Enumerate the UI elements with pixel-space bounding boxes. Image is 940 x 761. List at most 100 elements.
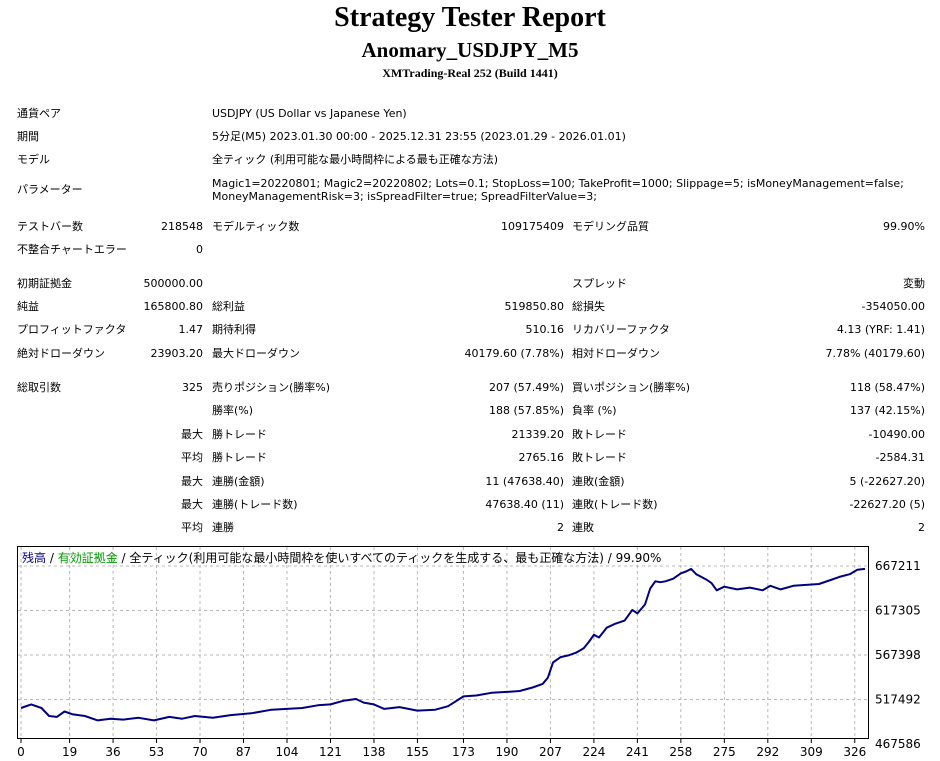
x-tick-label: 207 <box>539 745 562 759</box>
x-tick-label: 53 <box>149 745 164 759</box>
legend-sep-2: / <box>118 551 130 565</box>
max-cons-losses-label: 連敗(金額) <box>572 475 625 488</box>
mismatch-value: 0 <box>196 243 203 256</box>
balance-chart: 残高 / 有効証拠金 / 全ティック(利用可能な最小時間枠を使いすべてのティック… <box>17 546 921 759</box>
largest-win-value: 21339.20 <box>511 428 565 441</box>
max-cons-lossamt-value: -22627.20 (5) <box>849 498 925 511</box>
long-positions-value: 118 (58.47%) <box>849 381 925 394</box>
profit-factor-label: プロフィットファクタ <box>17 323 127 336</box>
y-axis-ticks: 667211 617305 567398 517492 467586 <box>875 559 921 751</box>
balance-line <box>20 567 866 722</box>
x-tick-label: 104 <box>276 745 299 759</box>
avg-loss-label: 敗トレード <box>572 451 627 464</box>
average-prefix: 平均 <box>181 451 203 464</box>
max-cons-lossamt-label: 連敗(トレード数) <box>572 498 658 511</box>
loss-rate-value: 137 (42.15%) <box>849 404 925 417</box>
max-cons-wins-label: 連勝(金額) <box>212 475 265 488</box>
max-cons-profit-label: 連勝(トレード数) <box>212 498 298 511</box>
x-tick-label: 326 <box>843 745 866 759</box>
legend-balance: 残高 <box>22 550 46 565</box>
x-tick-label: 121 <box>319 745 342 759</box>
x-tick-label: 258 <box>669 745 692 759</box>
model-label: モデル <box>17 153 50 166</box>
rel-drawdown-label: 相対ドローダウン <box>572 347 660 360</box>
win-rate-value: 188 (57.85%) <box>488 404 564 417</box>
win-rate-label: 勝率(%) <box>212 404 254 417</box>
x-tick-label: 19 <box>62 745 77 759</box>
x-tick-label: 0 <box>17 745 25 759</box>
quality-value: 99.90% <box>883 220 925 233</box>
x-tick-label: 275 <box>713 745 736 759</box>
loss-rate-label: 負率 (%) <box>572 404 617 417</box>
legend-quality: 99.90% <box>616 551 662 565</box>
total-trades-value: 325 <box>182 381 203 394</box>
largest-win-label: 勝トレード <box>212 428 267 441</box>
largest-loss-label: 敗トレード <box>572 428 627 441</box>
x-tick-label: 309 <box>800 745 823 759</box>
ticks-label: モデルティック数 <box>212 220 300 233</box>
gross-loss-value: -354050.00 <box>861 300 925 313</box>
quality-label: モデリング品質 <box>572 220 649 233</box>
legend-model: 全ティック(利用可能な最小時間枠を使いすべてのティックを生成する、最も正確な方法… <box>129 550 604 565</box>
avg-cons-losses-label: 連敗 <box>572 521 594 534</box>
max-cons-count-prefix: 最大 <box>181 498 203 511</box>
avg-cons-wins-label: 連勝 <box>212 521 234 534</box>
bars-label: テストバー数 <box>17 220 83 233</box>
max-cons-wins-value: 11 (47638.40) <box>485 475 564 488</box>
avg-cons-prefix: 平均 <box>181 521 203 534</box>
max-drawdown-label: 最大ドローダウン <box>212 347 300 360</box>
avg-loss-value: -2584.31 <box>875 451 925 464</box>
x-tick-label: 138 <box>362 745 385 759</box>
chart-grid <box>18 547 868 738</box>
avg-win-label: 勝トレード <box>212 451 267 464</box>
parameters-value: Magic1=20220801; Magic2=20220802; Lots=0… <box>212 177 904 203</box>
net-profit-value: 165800.80 <box>143 300 204 313</box>
report-title: Strategy Tester Report <box>334 2 606 33</box>
period-label: 期間 <box>17 130 39 143</box>
y-tick-label: 667211 <box>875 559 921 573</box>
chart-frame <box>17 546 869 739</box>
max-cons-profit-value: 47638.40 (11) <box>485 498 564 511</box>
legend-sep-1: / <box>46 551 58 565</box>
x-tick-label: 70 <box>192 745 207 759</box>
model-value: 全ティック (利用可能な最小時間枠による最も正確な方法) <box>212 153 499 166</box>
server-build: XMTrading-Real 252 (Build 1441) <box>382 66 558 80</box>
net-profit-label: 純益 <box>17 300 39 313</box>
expected-payoff-label: 期待利得 <box>212 323 256 336</box>
abs-drawdown-label: 絶対ドローダウン <box>17 347 105 360</box>
deposit-label: 初期証拠金 <box>17 277 72 290</box>
profit-factor-value: 1.47 <box>178 323 204 336</box>
y-tick-label: 617305 <box>875 603 921 617</box>
mismatch-label: 不整合チャートエラー <box>17 243 127 256</box>
largest-prefix: 最大 <box>181 428 203 441</box>
x-tick-label: 224 <box>582 745 605 759</box>
ticks-value: 109175409 <box>501 220 564 233</box>
recovery-factor-value: 4.13 (YRF: 1.41) <box>836 323 925 336</box>
x-axis-ticks: 0 19 36 53 70 87 104 121 138 155 173 190 207 224 241 25… <box>17 738 866 759</box>
x-tick-label: 173 <box>452 745 475 759</box>
max-cons-losses-value: 5 (-22627.20) <box>849 475 925 488</box>
abs-drawdown-value: 23903.20 <box>150 347 204 360</box>
x-tick-label: 87 <box>236 745 251 759</box>
spread-value: 変動 <box>903 277 925 290</box>
spread-label: スプレッド <box>572 277 627 290</box>
x-tick-label: 36 <box>105 745 120 759</box>
expert-name: Anomary_USDJPY_M5 <box>361 38 579 62</box>
short-positions-label: 売りポジション(勝率%) <box>212 381 331 394</box>
y-tick-label: 567398 <box>875 648 921 662</box>
total-trades-label: 総取引数 <box>17 381 61 394</box>
expected-payoff-value: 510.16 <box>525 323 565 336</box>
largest-loss-value: -10490.00 <box>868 428 925 441</box>
symbol-value: USDJPY (US Dollar vs Japanese Yen) <box>212 107 407 120</box>
max-cons-prefix: 最大 <box>181 475 203 488</box>
long-positions-label: 買いポジション(勝率%) <box>572 381 691 394</box>
rel-drawdown-value: 7.78% (40179.60) <box>825 347 925 360</box>
gross-loss-label: 総損失 <box>572 300 605 313</box>
period-value: 5分足(M5) 2023.01.30 00:00 - 2025.12.31 23… <box>212 130 626 143</box>
y-tick-label: 467586 <box>875 737 921 751</box>
avg-cons-wins-value: 2 <box>557 521 564 534</box>
short-positions-value: 207 (57.49%) <box>488 381 564 394</box>
x-tick-label: 241 <box>626 745 649 759</box>
gross-profit-value: 519850.80 <box>504 300 565 313</box>
gross-profit-label: 総利益 <box>212 300 245 313</box>
